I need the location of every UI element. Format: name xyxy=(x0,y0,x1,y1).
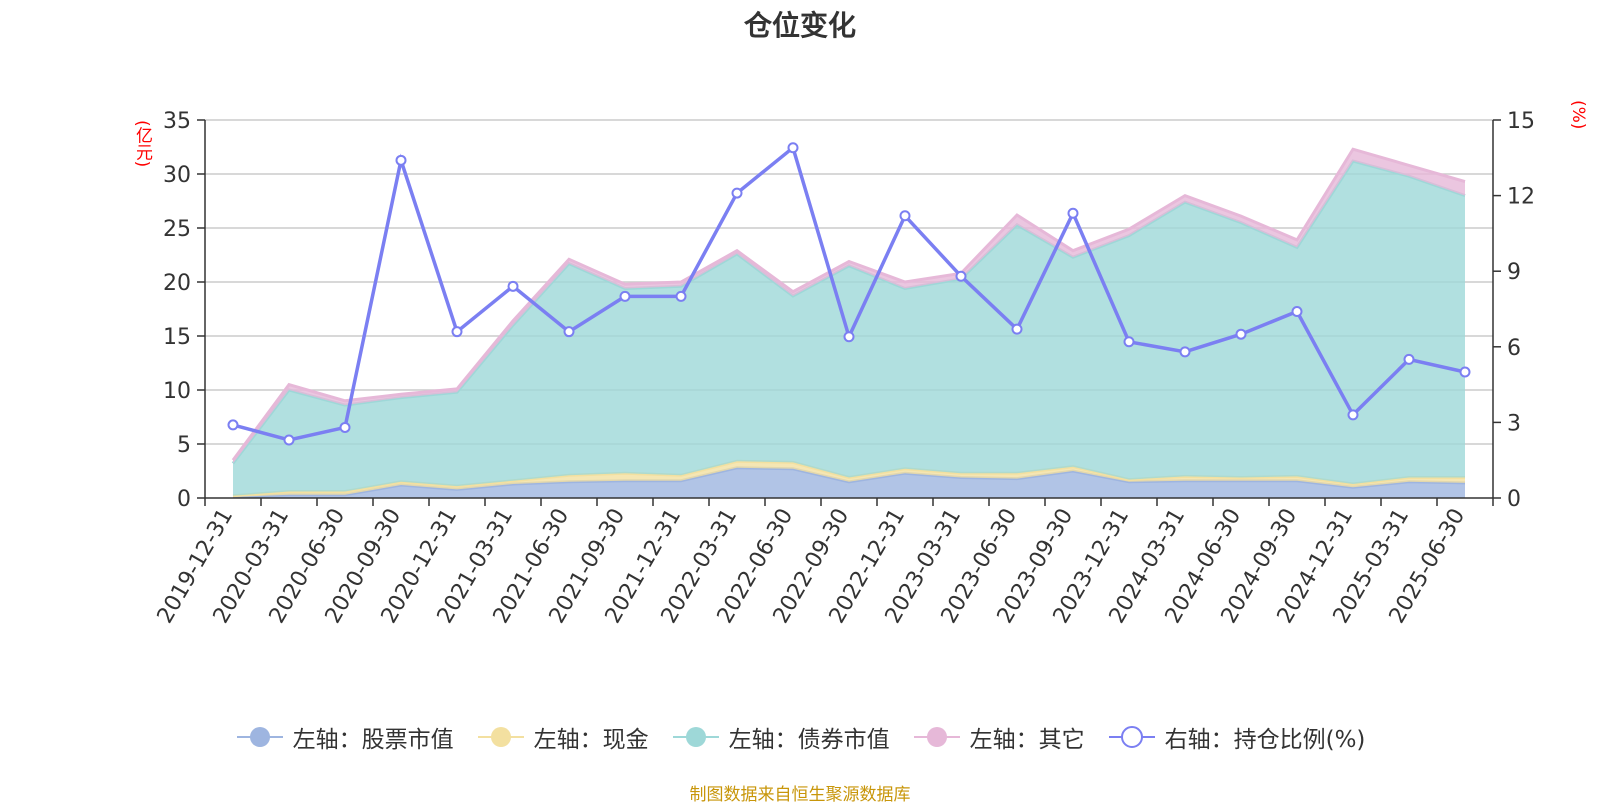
line-point xyxy=(395,154,407,166)
right-tick-label: 15 xyxy=(1507,109,1535,134)
right-tick-label: 3 xyxy=(1507,411,1521,436)
chart-title: 仓位变化 xyxy=(743,9,856,42)
line-point xyxy=(1235,328,1247,340)
left-tick-label: 5 xyxy=(177,433,191,458)
left-tick-label: 35 xyxy=(163,109,191,134)
legend-symbol xyxy=(477,727,524,747)
line-point xyxy=(1011,323,1023,335)
area-edge-左轴：其它 xyxy=(231,147,1466,462)
left-tick-label: 30 xyxy=(163,163,191,188)
legend-item[interactable]: 左轴：现金 xyxy=(476,720,649,754)
legend-label: 左轴：其它 xyxy=(969,727,1085,753)
left-tick-label: 15 xyxy=(163,325,191,350)
legend-item[interactable]: 左轴：其它 xyxy=(912,720,1085,754)
left-axis-unit: (亿元) xyxy=(132,120,152,168)
left-tick-label: 10 xyxy=(163,379,191,404)
chart-plot: 05101520253035036912152019-12-312020-03-… xyxy=(153,109,1535,628)
line-point xyxy=(1123,336,1135,348)
line-point xyxy=(1459,366,1471,378)
legend-label: 左轴：债券市值 xyxy=(728,727,890,753)
line-point xyxy=(283,434,295,446)
right-tick-label: 12 xyxy=(1507,185,1535,210)
legend-item[interactable]: 左轴：债券市值 xyxy=(671,720,890,754)
right-tick-label: 0 xyxy=(1507,487,1521,512)
line-point xyxy=(731,187,743,199)
legend-symbol xyxy=(913,727,960,747)
line-point xyxy=(843,331,855,343)
legend-label: 左轴：现金 xyxy=(533,727,649,753)
area-左轴：现金 xyxy=(233,461,1465,497)
legend-symbol xyxy=(672,727,719,747)
right-axis-unit: (%) xyxy=(1568,100,1588,130)
line-point xyxy=(1291,306,1303,318)
right-tick-label: 9 xyxy=(1507,260,1521,285)
line-point xyxy=(451,326,463,338)
legend-item[interactable]: 左轴：股票市值 xyxy=(235,720,454,754)
data-source-footer: 制图数据来自恒生聚源数据库 xyxy=(689,785,911,805)
left-tick-label: 25 xyxy=(163,217,191,242)
left-tick-label: 20 xyxy=(163,271,191,296)
right-tick-label: 6 xyxy=(1507,336,1521,361)
legend-symbol xyxy=(236,727,283,747)
area-左轴：债券市值 xyxy=(233,161,1465,496)
legend-label: 右轴：持仓比例(%) xyxy=(1164,727,1366,753)
line-point xyxy=(787,142,799,154)
line-point xyxy=(339,421,351,433)
line-point xyxy=(507,280,519,292)
line-point xyxy=(227,419,239,431)
line-point xyxy=(1347,409,1359,421)
line-point xyxy=(563,326,575,338)
line-point xyxy=(1403,353,1415,365)
legend-symbol xyxy=(1108,726,1155,748)
chart-legend: 左轴：股票市值 左轴：现金 左轴：债券市值 左轴：其它 右轴：持仓比例(%) xyxy=(0,720,1600,754)
line-point xyxy=(955,270,967,282)
legend-label: 左轴：股票市值 xyxy=(292,727,454,753)
line-point xyxy=(899,210,911,222)
line-point xyxy=(1179,346,1191,358)
line-point xyxy=(675,290,687,302)
line-point xyxy=(1067,207,1079,219)
left-tick-label: 0 xyxy=(177,487,191,512)
legend-item[interactable]: 右轴：持仓比例(%) xyxy=(1107,720,1366,754)
line-point xyxy=(619,290,631,302)
